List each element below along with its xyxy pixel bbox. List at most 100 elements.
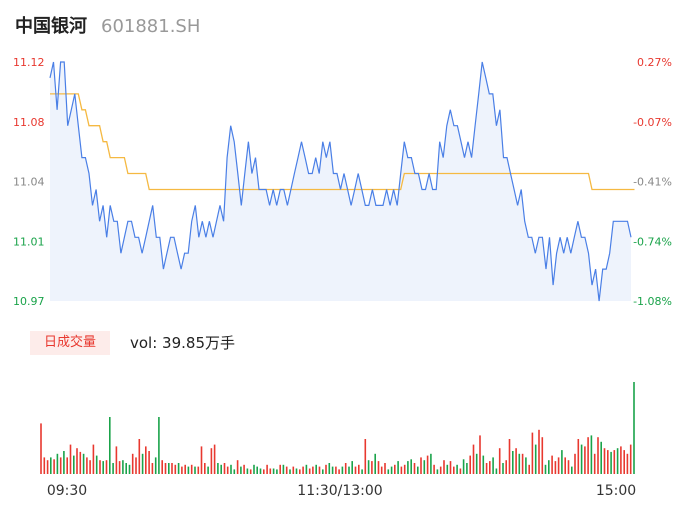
x-tick-label: 15:00 [596,483,636,499]
volume-bar [544,464,547,474]
y-tick-label-left: 11.04 [13,176,45,189]
volume-bar [154,457,157,474]
volume-bar [197,466,200,474]
volume-bar [63,451,65,474]
volume-bar [367,460,370,474]
volume-bar [351,461,353,474]
volume-bar [256,466,258,474]
volume-bar [240,466,242,474]
volume-bar [433,464,435,474]
volume-bar [141,453,144,474]
volume-bar [518,453,521,474]
y-tick-label-left: 10.97 [13,295,45,308]
price-area-fill [50,62,631,301]
volume-bar [600,441,602,474]
volume-bar [302,466,304,474]
volume-bar [358,464,360,474]
volume-bar [148,451,150,474]
volume-bar [462,459,465,474]
volume-bar [305,464,308,474]
volume-bar [246,468,249,474]
avg-price-line [50,93,635,191]
volume-bar [249,469,252,474]
volume-bar [403,464,406,474]
volume-bar [282,464,285,474]
volume-bar [226,466,229,474]
volume-bar [505,460,507,474]
volume-bar [577,439,580,474]
volume-bar [384,463,386,474]
volume-bar [498,448,501,474]
volume-bar [190,464,193,474]
volume-bar [584,446,586,474]
y-tick-label-right: 0.27% [637,56,672,69]
volume-bar [417,466,419,474]
volume-bar [512,451,514,474]
volume-bar [548,460,550,474]
volume-bar [335,466,337,474]
volume-bar [564,457,566,474]
price-chart: 11.12 11.08 11.04 11.01 10.97 0.27% -0.07% -0.4… [13,56,672,308]
volume-bar [59,457,62,474]
volume-bar [187,466,190,474]
volume-bar [99,460,101,474]
volume-bar [315,464,317,474]
volume-bar [531,432,534,474]
volume-bar [289,469,291,474]
volume-bar [174,464,177,474]
y-tick-label-right: -0.41% [633,176,672,189]
volume-bar [279,464,281,474]
y-tick-label-left: 11.01 [13,235,45,248]
volume-bar [243,464,245,474]
stock-header: 中国银河 601881.SH [15,12,200,38]
volume-bar [263,469,265,474]
volume-bar [105,460,108,474]
volume-bar [525,457,527,474]
volume-bar [338,469,340,474]
volume-bar [145,446,147,474]
volume-bar [364,439,367,474]
volume-bar [377,461,380,474]
volume-bar [479,435,481,474]
y-tick-label-right: -0.74% [633,235,672,248]
volume-bar [168,463,170,474]
volume-bar [394,464,396,474]
volume-bar [515,448,517,474]
volume-bar [528,464,530,474]
volume-bar [73,455,75,474]
volume-bar [633,382,635,474]
volume-bar [204,463,206,474]
volume-bar [210,448,213,474]
volume-bar [616,448,619,474]
volume-bar [567,460,570,474]
volume-bar [266,464,268,474]
volume-bar [446,464,449,474]
volume-bar [43,457,46,474]
volume-bar [400,466,403,474]
volume-bar [102,461,104,474]
volume-bar [66,457,68,474]
volume-bar [318,466,321,474]
y-tick-label-right: -0.07% [633,116,672,129]
volume-tag[interactable]: 日成交量 [30,331,110,355]
volume-bar [259,468,262,474]
volume-bar [272,468,275,474]
volume-bar [217,463,219,474]
volume-bar [574,453,576,474]
volume-bar [308,468,311,474]
volume-bar [485,463,488,474]
volume-bar [443,460,445,474]
volume-bar [597,437,599,474]
volume-bar [207,466,209,474]
volume-bar [322,469,324,474]
volume-bar [122,460,124,474]
volume-bar [253,464,255,474]
volume-bar [508,439,511,474]
volume-bar [580,444,583,474]
volume-bar [223,463,226,474]
volume-bar [177,463,180,474]
volume-bar [164,463,167,474]
volume-bar [69,444,72,474]
time-axis: 09:30 11:30/13:00 15:00 [47,483,636,499]
volume-bar [521,453,524,474]
